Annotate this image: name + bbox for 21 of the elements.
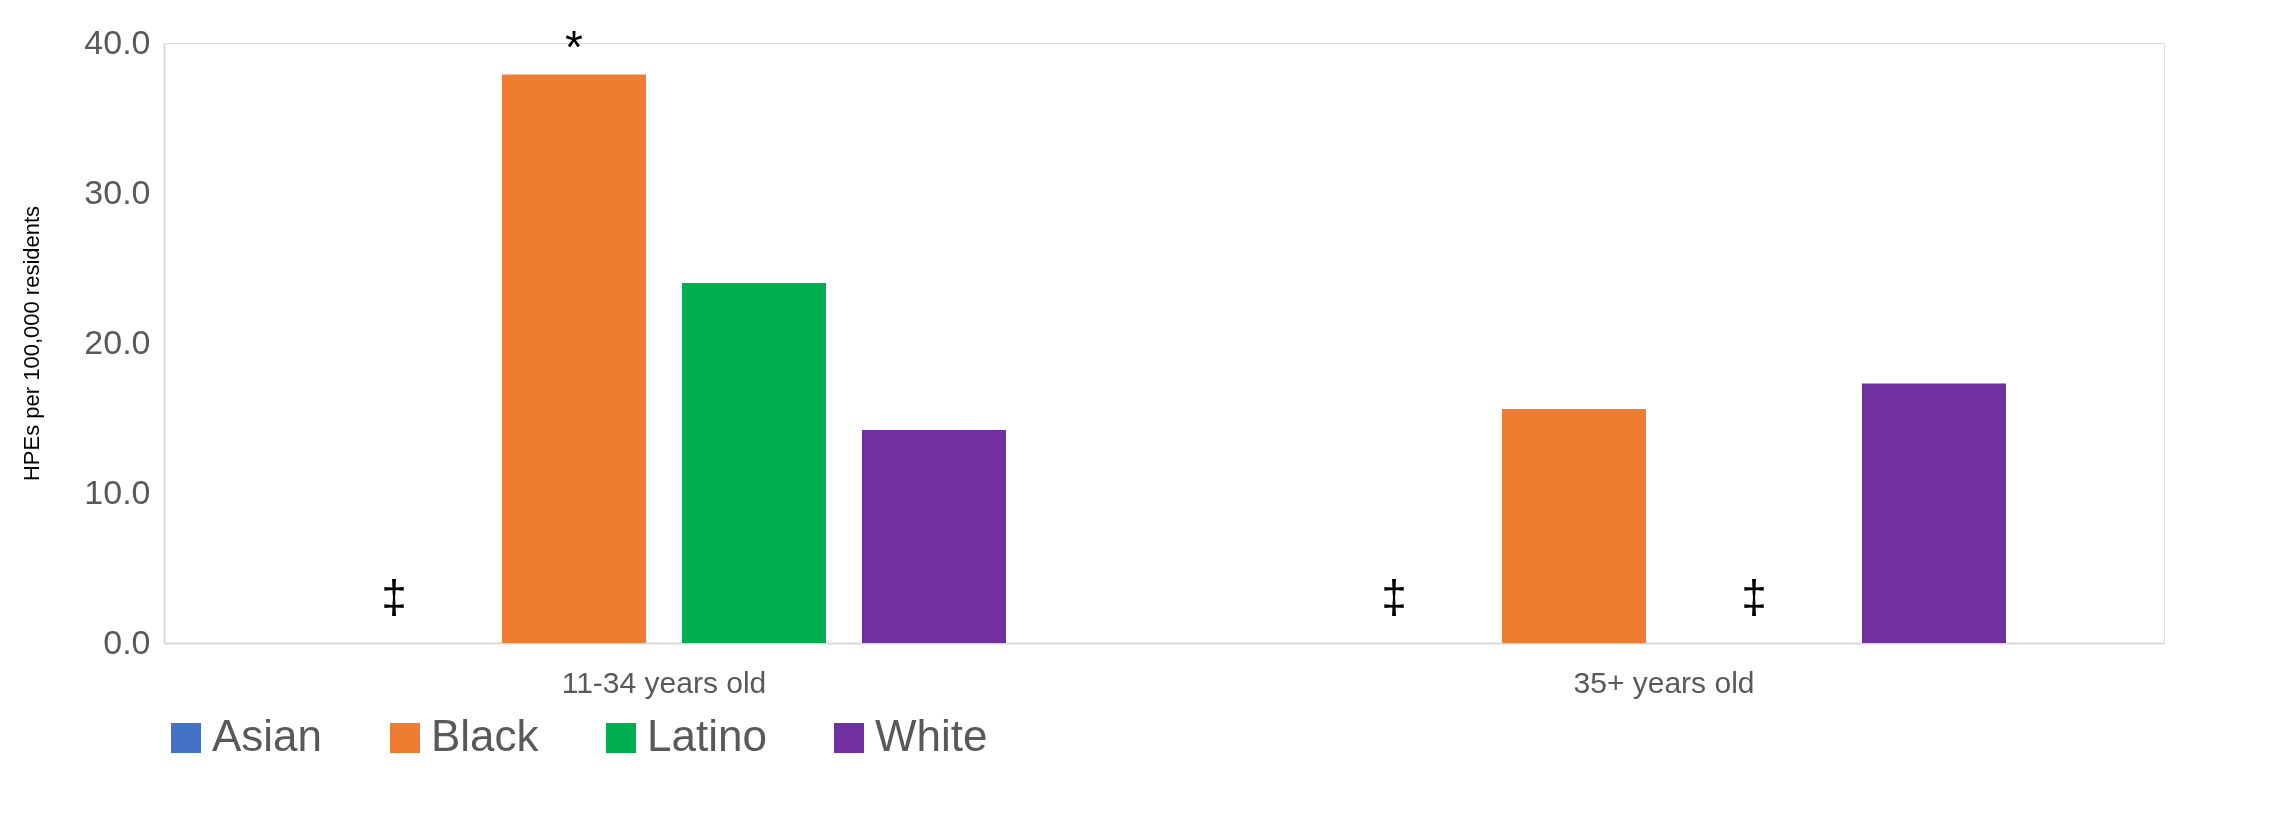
legend-label: White <box>875 711 988 760</box>
legend-label: Black <box>431 711 540 760</box>
legend-label: Latino <box>647 711 767 760</box>
bar <box>502 74 646 643</box>
y-axis-title: HPEs per 100,000 residents <box>19 205 45 482</box>
bar <box>682 283 826 643</box>
x-tick-label: 11-34 years old <box>561 665 767 699</box>
bar <box>862 430 1006 643</box>
data-label: * <box>565 20 584 73</box>
y-tick-label: 0.0 <box>103 622 151 661</box>
bar <box>1502 409 1646 643</box>
legend-label: Asian <box>212 711 323 760</box>
y-tick-label: 20.0 <box>84 322 151 361</box>
y-tick-label: 30.0 <box>84 172 151 211</box>
y-tick-label: 40.0 <box>84 22 151 61</box>
y-tick-label: 10.0 <box>84 472 151 511</box>
text: ‡ <box>1741 571 1767 623</box>
x-tick-label: 35+ years old <box>1573 665 1755 699</box>
bar <box>1862 383 2006 643</box>
text: ‡ <box>381 571 407 623</box>
text: ‡ <box>1381 571 1407 623</box>
